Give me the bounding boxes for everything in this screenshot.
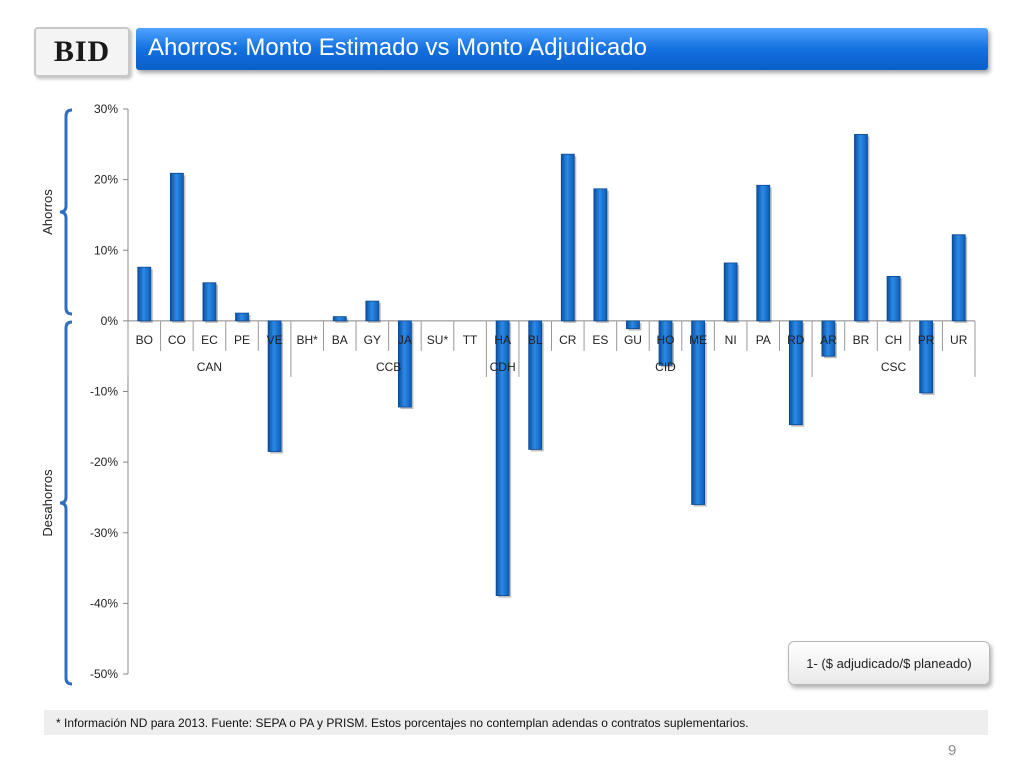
footnote: * Información ND para 2013. Fuente: SEPA… <box>44 710 988 735</box>
x-tick-label: ME <box>689 333 707 347</box>
bar-br <box>854 134 868 322</box>
formula-box: 1- ($ adjudicado/$ planeado) <box>788 641 990 685</box>
x-tick-label: GY <box>364 333 381 347</box>
desahorros-label: Desahorros <box>40 469 55 537</box>
bar-cr <box>560 153 575 322</box>
x-tick-label: BO <box>136 333 153 347</box>
bar-pe <box>235 312 249 322</box>
bar-ch <box>886 275 901 322</box>
y-tick-label: 30% <box>94 102 118 116</box>
slide-title: Ahorros: Monto Estimado vs Monto Adjudic… <box>148 34 647 61</box>
formula-text: 1- ($ adjudicado/$ planeado) <box>806 655 972 671</box>
bar-pr <box>919 320 934 394</box>
bar-ja <box>398 320 412 408</box>
page-number: 9 <box>948 742 957 759</box>
x-tick-label: GU <box>624 333 642 347</box>
x-tick-label: CH <box>885 333 902 347</box>
bar-ec <box>202 282 217 322</box>
bar-ho <box>658 320 673 366</box>
bar-ar <box>821 320 836 357</box>
bar-chart: 30% 20% 10% 0% -10% -20% -30% -40% -50% BO CO EC PE… <box>40 102 976 686</box>
group-label: CSC <box>881 360 907 374</box>
bid-logo: BID <box>34 27 130 77</box>
ahorros-brace <box>59 108 73 316</box>
group-label: CAN <box>197 360 222 374</box>
x-tick-label: BL <box>528 333 543 347</box>
y-tick-label: 20% <box>94 173 118 187</box>
footnote-text: * Información ND para 2013. Fuente: SEPA… <box>56 715 749 730</box>
group-label: CCB <box>376 360 401 374</box>
bar-ni <box>723 262 738 322</box>
bar-bo <box>137 266 152 322</box>
x-tick-label: RD <box>787 333 805 347</box>
ahorros-label: Ahorros <box>40 189 55 235</box>
x-tick-label: CR <box>559 333 577 347</box>
y-tick-label: -50% <box>90 667 118 681</box>
x-tick-label: UR <box>950 333 968 347</box>
x-tick-label: PR <box>918 333 935 347</box>
x-tick-label: BH* <box>297 333 319 347</box>
x-tick-label: EC <box>201 333 218 347</box>
x-tick-label: AR <box>820 333 837 347</box>
x-tick-label: BA <box>332 333 348 347</box>
y-tick-label: 0% <box>101 314 119 328</box>
x-tick-label: SU* <box>427 333 449 347</box>
x-tick-label: HO <box>657 333 675 347</box>
bar-pa <box>756 184 771 322</box>
bar-ha <box>495 320 510 597</box>
y-tick-label: 10% <box>94 243 118 257</box>
x-tick-label: ES <box>592 333 608 347</box>
bar-rd <box>788 320 803 426</box>
y-tick-label: -10% <box>90 385 118 399</box>
x-tick-label: HA <box>494 333 511 347</box>
bar-me <box>691 320 705 505</box>
logo-text: BID <box>53 35 111 68</box>
bar-co <box>169 172 184 322</box>
bar-gu <box>626 320 640 330</box>
x-tick-label: CO <box>168 333 186 347</box>
bar-gy <box>365 300 380 322</box>
y-tick-label: -40% <box>90 596 118 610</box>
bar-es <box>593 188 608 322</box>
bar-ve <box>267 320 282 452</box>
bar-ur <box>951 234 966 322</box>
group-label: CDH <box>490 360 516 374</box>
x-tick-label: PE <box>234 333 250 347</box>
title-bar: Ahorros: Monto Estimado vs Monto Adjudic… <box>136 28 988 70</box>
group-label: CID <box>655 360 676 374</box>
x-tick-label: NI <box>725 333 737 347</box>
x-tick-label: TT <box>463 333 478 347</box>
x-tick-label: BR <box>853 333 870 347</box>
bar-bl <box>528 320 543 450</box>
y-tick-label: -30% <box>90 526 118 540</box>
bar-ba <box>332 316 347 322</box>
x-tick-label: VE <box>267 333 283 347</box>
desahorros-brace <box>59 320 73 686</box>
x-tick-label: PA <box>756 333 771 347</box>
x-tick-label: JA <box>398 333 412 347</box>
y-tick-label: -20% <box>90 455 118 469</box>
